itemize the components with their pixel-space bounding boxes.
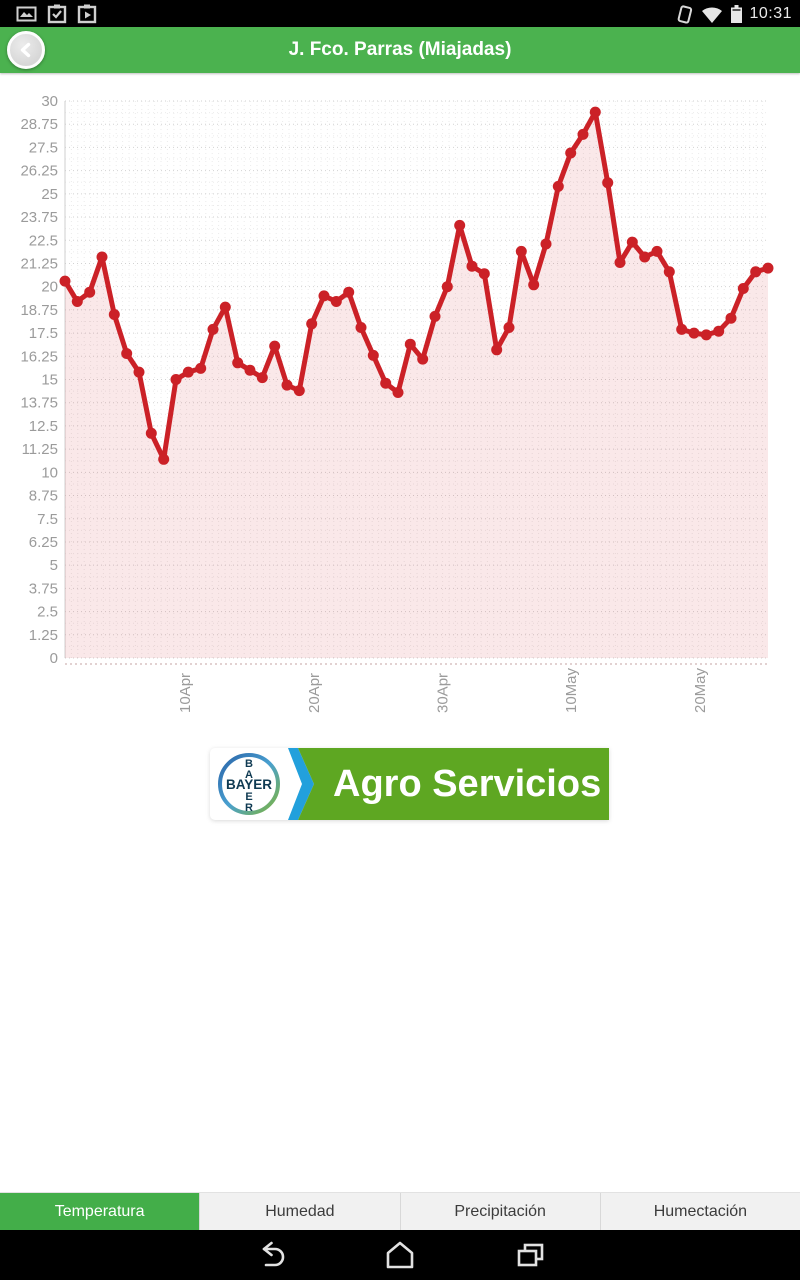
svg-text:13.75: 13.75 (20, 395, 58, 412)
svg-text:15: 15 (41, 372, 58, 389)
svg-text:26.25: 26.25 (20, 163, 58, 180)
clipboard-check-icon (47, 4, 67, 23)
svg-text:6.25: 6.25 (29, 534, 58, 551)
status-bar: 10:31 (0, 0, 800, 27)
tab-bar: Temperatura Humedad Precipitación Humect… (0, 1192, 800, 1231)
svg-text:20: 20 (41, 279, 58, 296)
svg-text:25: 25 (41, 186, 58, 203)
wifi-icon (702, 6, 723, 23)
svg-text:B: B (245, 758, 253, 770)
page-title: J. Fco. Parras (Miajadas) (288, 39, 512, 60)
svg-text:A: A (245, 769, 253, 781)
navigation-bar (0, 1230, 800, 1280)
svg-text:2.5: 2.5 (37, 604, 58, 621)
svg-text:30Apr: 30Apr (435, 673, 452, 713)
chevron-right-icon (288, 748, 315, 820)
bayer-cross-icon: BAYER B A E R (218, 753, 280, 815)
bayer-logo-panel: BAYER B A E R (210, 748, 288, 820)
svg-text:12.5: 12.5 (29, 418, 58, 435)
battery-icon (731, 4, 743, 23)
svg-text:10Apr: 10Apr (177, 673, 194, 713)
screenshot-icon (16, 6, 37, 21)
svg-text:1.25: 1.25 (29, 627, 58, 644)
svg-text:E: E (245, 791, 252, 803)
svg-text:28.75: 28.75 (20, 116, 58, 133)
svg-text:27.5: 27.5 (29, 139, 58, 156)
agro-servicios-banner: Agro Servicios (315, 748, 609, 820)
svg-text:BAYER: BAYER (226, 777, 272, 792)
svg-text:17.5: 17.5 (29, 325, 58, 342)
back-button[interactable] (7, 31, 45, 69)
recents-icon[interactable] (512, 1238, 548, 1272)
svg-text:3.75: 3.75 (29, 580, 58, 597)
svg-text:11.25: 11.25 (22, 441, 58, 458)
tab-temperatura[interactable]: Temperatura (0, 1193, 200, 1231)
svg-text:20Apr: 20Apr (306, 673, 323, 713)
tab-precipitacion[interactable]: Precipitación (399, 1193, 600, 1231)
svg-text:0: 0 (50, 650, 58, 667)
svg-text:10: 10 (41, 464, 58, 481)
clock: 10:31 (749, 4, 792, 22)
svg-text:22.5: 22.5 (29, 232, 58, 249)
bayer-agro-servicios-logo: BAYER B A E R Agro Servicios (210, 748, 609, 820)
tab-humectacion[interactable]: Humectación (599, 1193, 800, 1231)
svg-text:5: 5 (50, 557, 58, 574)
home-icon[interactable] (382, 1238, 418, 1272)
svg-text:8.75: 8.75 (29, 488, 58, 505)
svg-text:30: 30 (41, 93, 58, 110)
status-notification-icons (16, 4, 97, 24)
clipboard-play-icon (77, 4, 97, 23)
back-icon[interactable] (252, 1238, 288, 1272)
svg-text:20May: 20May (692, 667, 709, 713)
svg-text:16.25: 16.25 (20, 348, 58, 365)
svg-text:R: R (245, 802, 253, 814)
rotate-icon (678, 4, 693, 24)
svg-text:10May: 10May (563, 667, 580, 713)
svg-text:7.5: 7.5 (37, 511, 58, 528)
tab-humedad[interactable]: Humedad (199, 1193, 400, 1231)
chevron-left-icon (20, 42, 31, 58)
svg-text:21.25: 21.25 (20, 255, 58, 272)
status-system-icons: 10:31 (676, 4, 792, 24)
svg-text:23.75: 23.75 (20, 209, 58, 226)
svg-text:18.75: 18.75 (20, 302, 58, 319)
app-bar: J. Fco. Parras (Miajadas) (0, 27, 800, 73)
temperature-chart[interactable]: 30 28.75 27.5 26.25 25 23.75 22.5 21.25 20 18.75 1… (0, 85, 800, 730)
